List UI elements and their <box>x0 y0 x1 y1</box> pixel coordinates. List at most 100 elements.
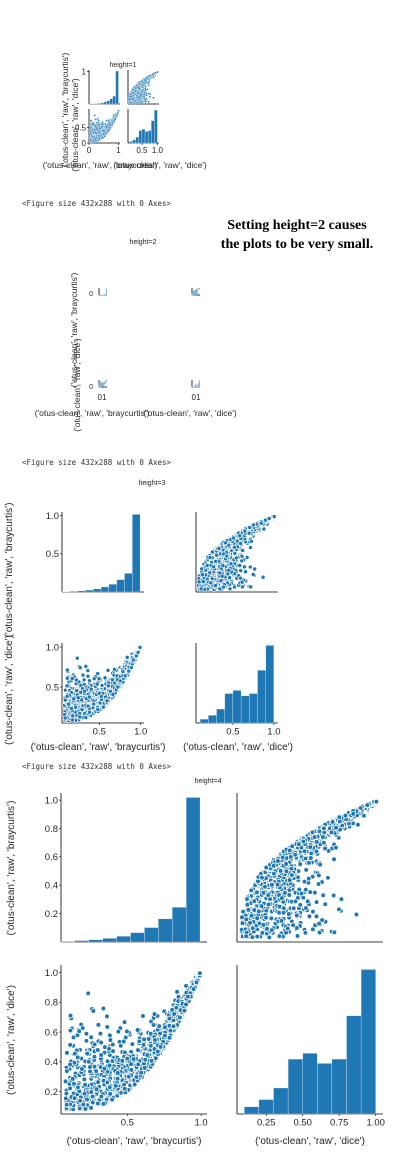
scatter-point <box>192 293 193 294</box>
scatter-point <box>152 97 154 99</box>
h3-hist-bc-bar <box>85 590 93 592</box>
h3-hist-bc-bar <box>109 584 117 592</box>
scatter-point <box>90 131 92 133</box>
h1-hist-bc-bar <box>98 103 101 104</box>
h1-scatter-01-points <box>128 71 159 104</box>
scatter-point <box>137 92 139 94</box>
h1-hist-dice-bar <box>133 140 136 143</box>
scatter-point <box>102 136 104 138</box>
scatter-point <box>102 384 103 385</box>
scatter-point <box>194 294 195 295</box>
scatter-point <box>92 136 94 138</box>
scatter-point <box>95 119 97 121</box>
scatter-point <box>100 383 101 384</box>
scatter-point <box>95 139 97 141</box>
scatter-point <box>104 383 105 384</box>
scatter-point <box>194 293 195 294</box>
figure-size-text-2: <Figure size 432x288 with 0 Axes> <box>22 458 171 467</box>
scatter-point <box>129 96 131 98</box>
scatter-point <box>134 92 136 94</box>
scatter-point <box>105 382 106 383</box>
scatter-point <box>101 385 102 386</box>
scatter-point <box>98 135 100 137</box>
scatter-point <box>99 384 100 385</box>
h2-hist-bc-bar <box>106 288 107 295</box>
h2-y-tick-label: 0 <box>89 291 93 298</box>
scatter-point <box>131 92 133 94</box>
scatter-point <box>128 99 130 101</box>
scatter-point <box>137 96 139 98</box>
scatter-point <box>142 84 144 86</box>
scatter-point <box>102 384 103 385</box>
scatter-point <box>197 293 198 294</box>
scatter-point <box>144 94 146 96</box>
h2-xlabel-dice: ('otus-clean', 'raw', 'dice') <box>143 408 237 418</box>
h3-hist-bc-bar <box>93 589 101 592</box>
scatter-point <box>129 93 131 95</box>
scatter-point <box>103 385 104 386</box>
scatter-point <box>134 100 136 102</box>
h1-scatter-10-points <box>89 110 120 143</box>
scatter-point <box>106 126 108 128</box>
scatter-point <box>106 381 107 382</box>
scatter-point <box>92 141 94 143</box>
annotation-line-1: Setting height=2 causes <box>227 218 367 233</box>
h1-hist-bc-bar <box>95 103 98 104</box>
scatter-point <box>104 382 105 383</box>
scatter-point <box>136 85 138 87</box>
scatter-point <box>196 291 197 292</box>
scatter-point <box>192 294 193 295</box>
scatter-point <box>132 88 134 90</box>
scatter-point <box>148 101 150 103</box>
scatter-point <box>194 291 195 292</box>
h1-hist-dice-bar <box>136 137 139 143</box>
scatter-point <box>193 292 194 293</box>
h1-hist-bc-bar <box>101 103 104 104</box>
scatter-point <box>157 71 159 73</box>
h1-x10-tick-label: 1.0 <box>152 146 164 155</box>
scatter-point <box>139 94 141 96</box>
scatter-point <box>99 386 100 387</box>
h2-x-tick-label: 01 <box>98 393 107 402</box>
scatter-point <box>100 385 101 386</box>
scatter-point <box>152 74 154 76</box>
scatter-point <box>144 88 146 90</box>
scatter-point <box>129 102 131 104</box>
scatter-point <box>148 84 150 86</box>
scatter-point <box>197 294 198 295</box>
pairplot-height-3: 0.51.00.51.00.5 1.0 0.5 1.0('otus-clean', '… <box>4 503 293 753</box>
scatter-point <box>98 137 100 139</box>
figure-size-text-3: <Figure size 432x288 with 0 Axes> <box>22 762 171 771</box>
grid1-title: height=1 <box>109 62 136 69</box>
scatter-point <box>138 82 140 84</box>
grid4-title: height=4 <box>194 778 221 785</box>
h1-y-top-tick-label: 1 <box>82 67 87 76</box>
scatter-point <box>99 128 101 130</box>
h2-hist-dice-bar <box>199 380 200 387</box>
scatter-point <box>142 89 144 91</box>
scatter-point <box>102 123 104 125</box>
scatter-point <box>144 92 146 94</box>
h1-ylabel-dice: ('otus-clean', 'raw', 'dice') <box>70 78 80 172</box>
scatter-point <box>141 80 143 82</box>
scatter-point <box>193 294 194 295</box>
h1-hist-bc-bar <box>116 71 119 104</box>
scatter-point <box>145 101 147 103</box>
h1-x0-tick-label: 0 <box>87 146 92 155</box>
scatter-point <box>107 130 109 132</box>
h2-scatter-10-points <box>99 380 107 387</box>
h3-hist-bc-bar <box>78 591 86 592</box>
scatter-point <box>98 131 100 133</box>
scatter-point <box>195 292 196 293</box>
figure-size-text-1: <Figure size 432x288 with 0 Axes> <box>22 199 171 208</box>
h1-hist-bc-bar <box>107 101 110 104</box>
scatter-point <box>114 118 116 120</box>
pairplot-height-1: 100.50 1 0.5 1.0('otus-clean', 'raw', 'bray… <box>43 53 207 172</box>
scatter-point <box>110 124 112 126</box>
scatter-point <box>103 383 104 384</box>
scatter-point <box>195 290 196 291</box>
h2-y-tick-label: 0 <box>89 384 93 391</box>
scatter-point <box>149 96 151 98</box>
